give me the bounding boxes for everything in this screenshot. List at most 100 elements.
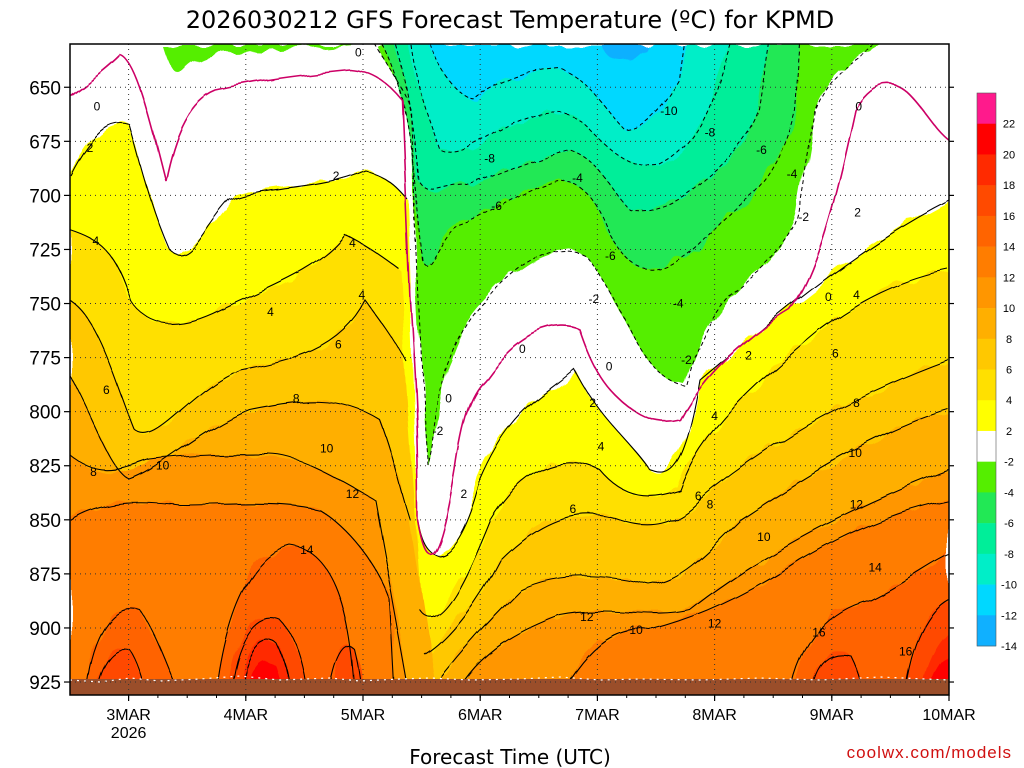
x-tick-label: 4MAR bbox=[224, 707, 268, 724]
y-tick-label: 925 bbox=[29, 673, 61, 694]
colorbar-label: -6 bbox=[1004, 518, 1014, 530]
contour-label: 4 bbox=[267, 305, 274, 319]
contour-label: 10 bbox=[629, 623, 643, 637]
contour-label: 12 bbox=[850, 498, 864, 512]
colorbar-label: 8 bbox=[1006, 334, 1012, 346]
colorbar-swatch bbox=[977, 277, 996, 309]
contour-label: 0 bbox=[94, 100, 101, 114]
contour-label: 0 bbox=[445, 392, 452, 406]
y-tick-label: 800 bbox=[29, 403, 61, 424]
y-tick-label: 750 bbox=[29, 295, 61, 316]
contour-label: 0 bbox=[825, 290, 832, 304]
colorbar-label: 12 bbox=[1003, 272, 1015, 284]
y-tick-label: 875 bbox=[29, 565, 61, 586]
y-tick-label: 775 bbox=[29, 349, 61, 370]
y-tick-label: 850 bbox=[29, 511, 61, 532]
colorbar-label: -2 bbox=[1004, 457, 1014, 469]
contour-label: -8 bbox=[484, 152, 495, 166]
colorbar-label: 20 bbox=[1003, 149, 1015, 161]
contour-label: 12 bbox=[580, 610, 594, 624]
contour-label: 14 bbox=[868, 560, 882, 574]
contour-label: -6 bbox=[605, 249, 616, 263]
colorbar-swatch bbox=[977, 492, 996, 524]
contour-label: 4 bbox=[598, 439, 605, 453]
contour-label: -10 bbox=[660, 104, 678, 118]
temperature-field bbox=[70, 44, 949, 695]
colorbar-label: 14 bbox=[1003, 242, 1015, 254]
contour-label: 8 bbox=[90, 465, 97, 479]
credit-text: coolwx.com/models bbox=[847, 743, 1012, 762]
contour-label: 10 bbox=[757, 530, 771, 544]
x-tick-label: 7MAR bbox=[575, 707, 619, 724]
y-tick-label: 700 bbox=[29, 186, 61, 207]
contour-label: 6 bbox=[695, 489, 702, 503]
colorbar-frame bbox=[976, 92, 997, 647]
y-tick-label: 650 bbox=[29, 78, 61, 99]
contour-label: 4 bbox=[853, 288, 860, 302]
colorbar-swatch bbox=[977, 584, 996, 616]
colorbar-label: 18 bbox=[1003, 180, 1015, 192]
contour-label: 4 bbox=[711, 409, 718, 423]
x-axis-label: Forecast Time (UTC) bbox=[409, 745, 611, 768]
colorbar-swatch bbox=[977, 430, 996, 462]
contour-label: 12 bbox=[346, 487, 360, 501]
contour-label: 6 bbox=[569, 502, 576, 516]
colorbar-swatch bbox=[977, 615, 996, 647]
contour-label: 2 bbox=[854, 206, 861, 220]
contour-label: 2 bbox=[745, 348, 752, 362]
contour-label: 10 bbox=[849, 446, 863, 460]
contour-label: 12 bbox=[708, 617, 722, 631]
colorbar-swatch bbox=[977, 154, 996, 186]
x-tick-label: 5MAR bbox=[341, 707, 385, 724]
contour-label: 0 bbox=[855, 100, 862, 114]
x-tick-sublabel: 2026 bbox=[111, 725, 147, 742]
freezing-line bbox=[70, 54, 949, 555]
negative-contour-lines bbox=[374, 44, 881, 466]
contour-label: -2 bbox=[589, 292, 600, 306]
contour-label: -4 bbox=[572, 171, 583, 185]
contour-label: 10 bbox=[320, 441, 334, 455]
contour-label: 0 bbox=[355, 46, 362, 60]
colorbar-label: -8 bbox=[1004, 549, 1014, 561]
x-tick-label: 3MAR bbox=[106, 707, 150, 724]
contour-label: 4 bbox=[349, 236, 356, 250]
ground-band bbox=[70, 679, 949, 695]
y-tick-label: 675 bbox=[29, 132, 61, 153]
colorbar-label: -12 bbox=[1001, 610, 1017, 622]
colorbar-label: -10 bbox=[1001, 580, 1017, 592]
y-tick-label: 825 bbox=[29, 457, 61, 478]
contour-label: 6 bbox=[103, 383, 110, 397]
colorbar-swatch bbox=[977, 215, 996, 247]
contour-label: 2 bbox=[589, 396, 596, 410]
band-lt-minus-10 bbox=[430, 44, 685, 130]
contour-label: 0 bbox=[606, 359, 613, 373]
colorbar-swatch bbox=[977, 461, 996, 493]
colorbar-label: -4 bbox=[1004, 487, 1014, 499]
contour-label: 10 bbox=[156, 459, 170, 473]
colorbar-label: 16 bbox=[1003, 211, 1015, 223]
colorbar-swatch bbox=[977, 369, 996, 401]
colorbar-label: 2 bbox=[1006, 426, 1012, 438]
contour-label: 6 bbox=[832, 346, 839, 360]
contour-label: -4 bbox=[673, 297, 684, 311]
y-tick-label: 725 bbox=[29, 240, 61, 261]
colorbar-swatch bbox=[977, 338, 996, 370]
contour-label: -6 bbox=[491, 199, 502, 213]
contour-label: 16 bbox=[899, 645, 913, 659]
contour-label-group: 0 2 4 6 8 10 4 6 8 10 12 14 2 0 4 4 -2 0 2 0 -8 -6 -4 -2 2 4 6 12 10… bbox=[87, 46, 913, 659]
contour-label: 8 bbox=[853, 396, 860, 410]
contour-label: 4 bbox=[92, 234, 99, 248]
colorbar-label: 6 bbox=[1006, 365, 1012, 377]
contour-label: -2 bbox=[681, 353, 692, 367]
colorbar-swatch bbox=[977, 123, 996, 155]
contour-label: 2 bbox=[87, 141, 94, 155]
band-ge-14 bbox=[85, 545, 949, 695]
colorbar-label: -14 bbox=[1001, 641, 1017, 653]
contour-label: 4 bbox=[358, 288, 365, 302]
contour-label: -8 bbox=[705, 126, 716, 140]
plot-area bbox=[70, 44, 949, 695]
colorbar-swatch bbox=[977, 246, 996, 278]
